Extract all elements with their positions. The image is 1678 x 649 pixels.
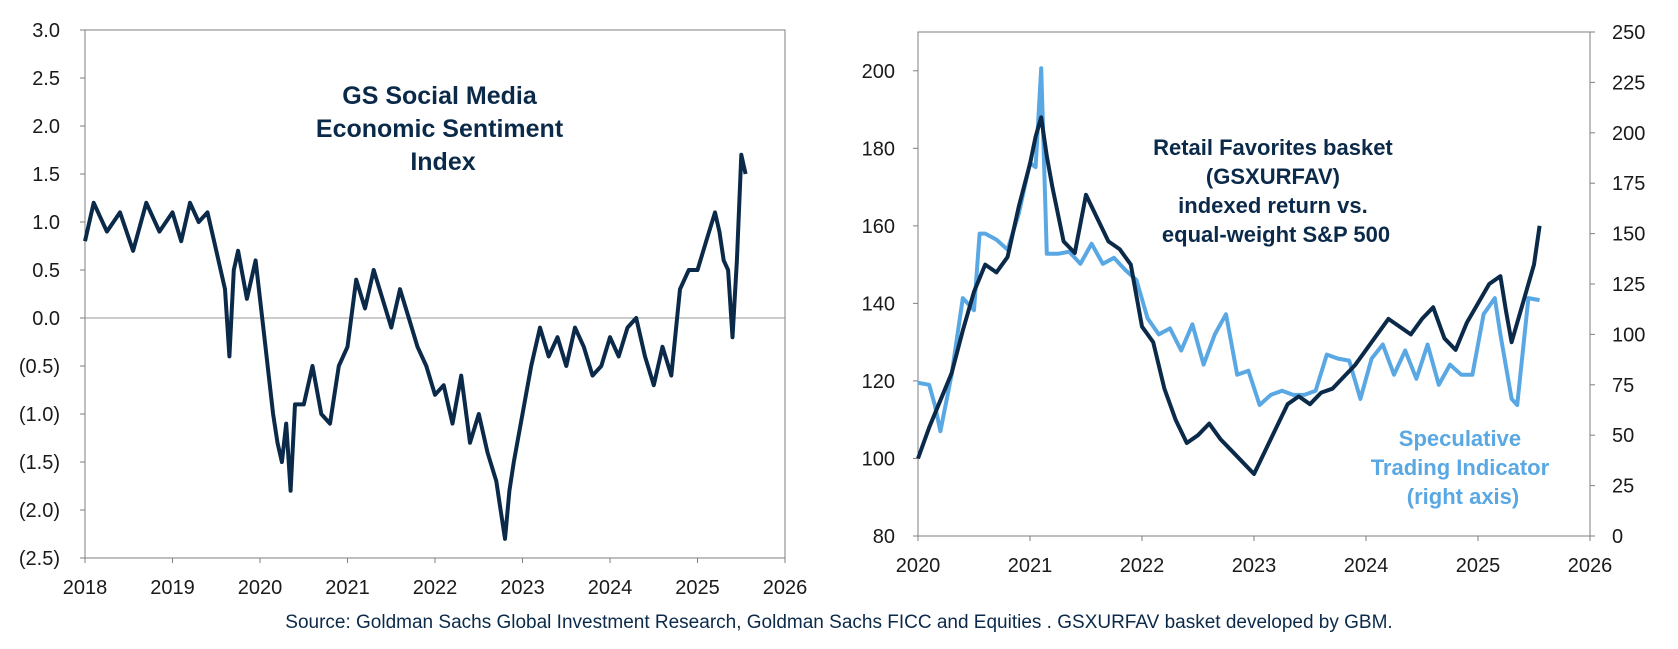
retail-right-y-tick-label: 225 bbox=[1612, 72, 1645, 94]
sentiment-x-tick-label: 2023 bbox=[500, 577, 545, 599]
sentiment-y-tick-label: (1.5) bbox=[19, 452, 60, 474]
sentiment-x-tick-label: 2018 bbox=[63, 577, 108, 599]
retail-annotation: Retail Favorites basket (GSXURFAV) index… bbox=[1153, 135, 1399, 247]
sentiment-y-axis: 3.0 2.5 2.0 1.5 1.0 0.5 0.0 (0.5) (1.0) (1.5) (2.0… bbox=[19, 20, 85, 570]
retail-right-y-tick-label: 100 bbox=[1612, 324, 1645, 346]
retail-annotation-line-2: (GSXURFAV) bbox=[1206, 164, 1340, 189]
retail-annotation-line-4: equal-weight S&P 500 bbox=[1162, 222, 1390, 247]
retail-right-y-tick-label: 200 bbox=[1612, 123, 1645, 145]
retail-left-y-tick-label: 140 bbox=[862, 293, 895, 315]
retail-x-tick-label: 2021 bbox=[1008, 555, 1053, 577]
sentiment-x-tick-label: 2024 bbox=[588, 577, 633, 599]
speculative-annotation-line-3: (right axis) bbox=[1407, 484, 1519, 509]
retail-left-y-tick-label: 200 bbox=[862, 61, 895, 83]
sentiment-index-line bbox=[83, 152, 748, 541]
retail-right-y-tick-label: 75 bbox=[1612, 375, 1634, 397]
sentiment-annotation-line-3: Index bbox=[410, 148, 475, 176]
retail-right-y-tick-label: 250 bbox=[1612, 22, 1645, 44]
retail-right-y-tick-label: 125 bbox=[1612, 274, 1645, 296]
speculative-annotation-line-2: Trading Indicator bbox=[1371, 455, 1550, 480]
retail-left-y-tick-label: 80 bbox=[873, 526, 895, 548]
sentiment-y-tick-label: 0.5 bbox=[32, 260, 60, 282]
sentiment-x-axis: 2018 2019 2020 2021 2022 2023 2024 2025 2026 bbox=[63, 558, 808, 599]
retail-left-y-tick-label: 120 bbox=[862, 371, 895, 393]
sentiment-y-tick-label: 1.5 bbox=[32, 164, 60, 186]
sentiment-y-tick-label: 2.5 bbox=[32, 68, 60, 90]
sentiment-y-tick-label: (1.0) bbox=[19, 404, 60, 426]
retail-x-tick-label: 2026 bbox=[1568, 555, 1613, 577]
sentiment-x-tick-label: 2020 bbox=[238, 577, 283, 599]
sentiment-y-tick-label: (2.5) bbox=[19, 548, 60, 570]
retail-right-y-axis: 0 25 50 75 100 125 150 175 200 225 250 bbox=[1590, 22, 1645, 548]
retail-annotation-line-3: indexed return vs. bbox=[1178, 193, 1368, 218]
source-note: Source: Goldman Sachs Global Investment … bbox=[285, 612, 1393, 633]
speculative-annotation: Speculative Trading Indicator (right axi… bbox=[1371, 426, 1556, 509]
sentiment-chart: 3.0 2.5 2.0 1.5 1.0 0.5 0.0 (0.5) (1.0) (1.5) (2.0… bbox=[19, 20, 807, 599]
retail-x-tick-label: 2024 bbox=[1344, 555, 1389, 577]
retail-right-y-tick-label: 0 bbox=[1612, 526, 1623, 548]
retail-right-y-tick-label: 150 bbox=[1612, 224, 1645, 246]
speculative-indicator-line bbox=[917, 66, 1540, 434]
sentiment-y-tick-label: (2.0) bbox=[19, 500, 60, 522]
retail-x-tick-label: 2025 bbox=[1456, 555, 1501, 577]
sentiment-x-tick-label: 2026 bbox=[763, 577, 808, 599]
sentiment-x-tick-label: 2022 bbox=[413, 577, 458, 599]
sentiment-y-tick-label: 0.0 bbox=[32, 308, 60, 330]
retail-right-y-tick-label: 175 bbox=[1612, 173, 1645, 195]
sentiment-x-tick-label: 2019 bbox=[150, 577, 195, 599]
speculative-annotation-line-1: Speculative bbox=[1399, 426, 1521, 451]
retail-x-tick-label: 2020 bbox=[896, 555, 941, 577]
sentiment-y-tick-label: 1.0 bbox=[32, 212, 60, 234]
retail-right-y-tick-label: 25 bbox=[1612, 476, 1634, 498]
retail-left-y-tick-label: 180 bbox=[862, 138, 895, 160]
sentiment-y-tick-label: 3.0 bbox=[32, 20, 60, 42]
sentiment-x-tick-label: 2025 bbox=[675, 577, 720, 599]
sentiment-annotation-line-1: GS Social Media bbox=[342, 82, 538, 110]
retail-x-axis: 2020 2021 2022 2023 2024 2025 2026 bbox=[896, 536, 1613, 577]
retail-x-tick-label: 2023 bbox=[1232, 555, 1277, 577]
retail-left-y-tick-label: 100 bbox=[862, 448, 895, 470]
retail-x-tick-label: 2022 bbox=[1120, 555, 1165, 577]
retail-favorites-line bbox=[916, 115, 1542, 476]
retail-annotation-line-1: Retail Favorites basket bbox=[1153, 135, 1393, 160]
retail-left-y-axis: 80 100 120 140 160 180 200 bbox=[862, 61, 918, 548]
sentiment-annotation-line-2: Economic Sentiment bbox=[316, 115, 564, 143]
retail-left-y-tick-label: 160 bbox=[862, 216, 895, 238]
retail-right-y-tick-label: 50 bbox=[1612, 425, 1634, 447]
retail-favorites-chart: 80 100 120 140 160 180 200 0 25 50 75 100 125 150 175… bbox=[862, 22, 1646, 577]
sentiment-annotation: GS Social Media Economic Sentiment Index bbox=[316, 82, 570, 176]
sentiment-y-tick-label: (0.5) bbox=[19, 356, 60, 378]
sentiment-y-tick-label: 2.0 bbox=[32, 116, 60, 138]
sentiment-x-tick-label: 2021 bbox=[325, 577, 370, 599]
